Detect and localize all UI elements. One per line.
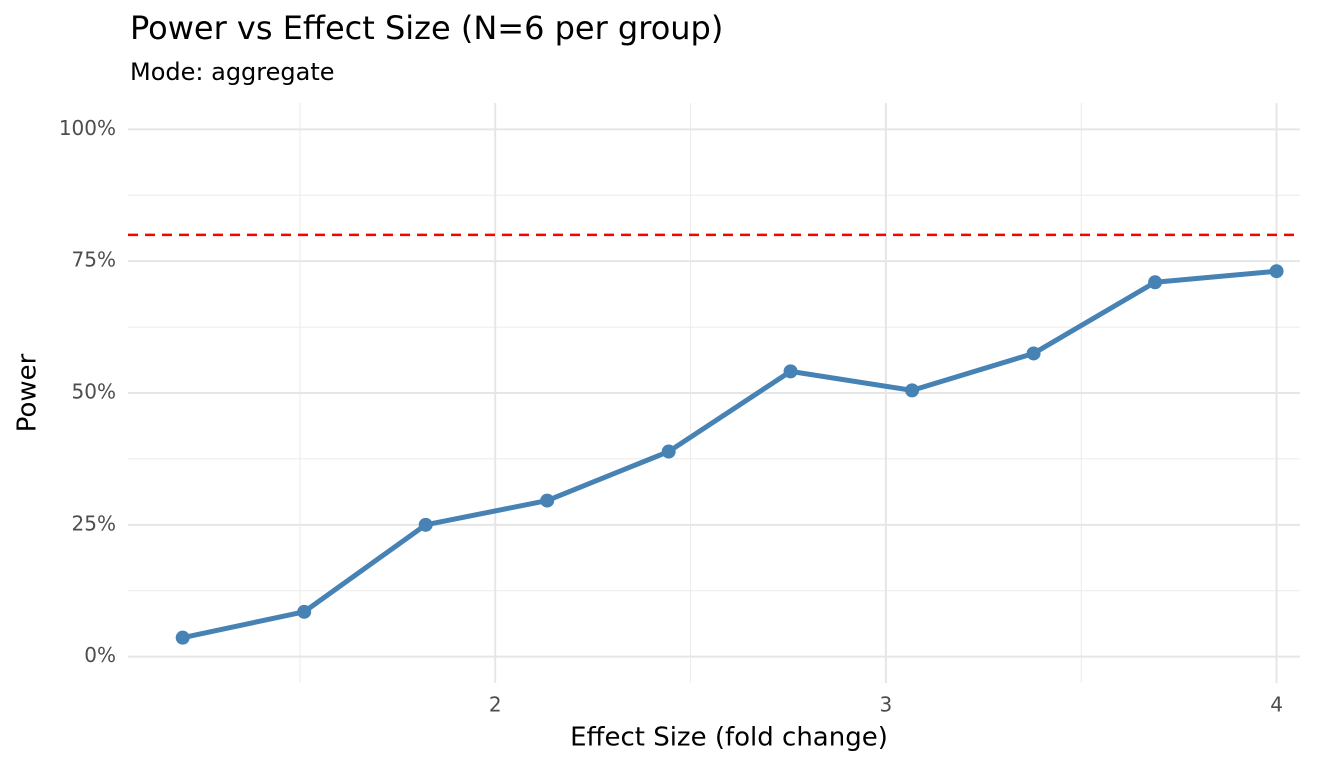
x-axis-label: Effect Size (fold change) — [570, 723, 888, 753]
data-point — [540, 493, 555, 508]
x-tick-label: 2 — [489, 693, 502, 717]
chart-title: Power vs Effect Size (N=6 per group) — [130, 9, 723, 47]
grid — [128, 103, 1300, 683]
data-point — [1026, 346, 1041, 361]
series-line — [182, 268, 1277, 641]
y-axis-label: Power — [13, 353, 43, 432]
data-point — [297, 604, 312, 619]
data-point — [783, 364, 798, 379]
chart-subtitle: Mode: aggregate — [130, 58, 335, 86]
data-point — [1148, 275, 1163, 290]
data-point — [905, 383, 920, 398]
x-tick-label: 3 — [880, 693, 893, 717]
y-tick-label: 25% — [72, 511, 116, 535]
y-tick-label: 100% — [59, 116, 116, 140]
x-tick-label: 4 — [1270, 693, 1283, 717]
data-point — [418, 517, 433, 532]
data-point — [175, 630, 190, 645]
y-tick-label: 0% — [84, 643, 116, 667]
data-point — [661, 444, 676, 459]
y-tick-label: 75% — [72, 248, 116, 272]
y-tick-label: 50% — [72, 380, 116, 404]
data-point — [1269, 264, 1284, 279]
plot — [128, 233, 1300, 645]
